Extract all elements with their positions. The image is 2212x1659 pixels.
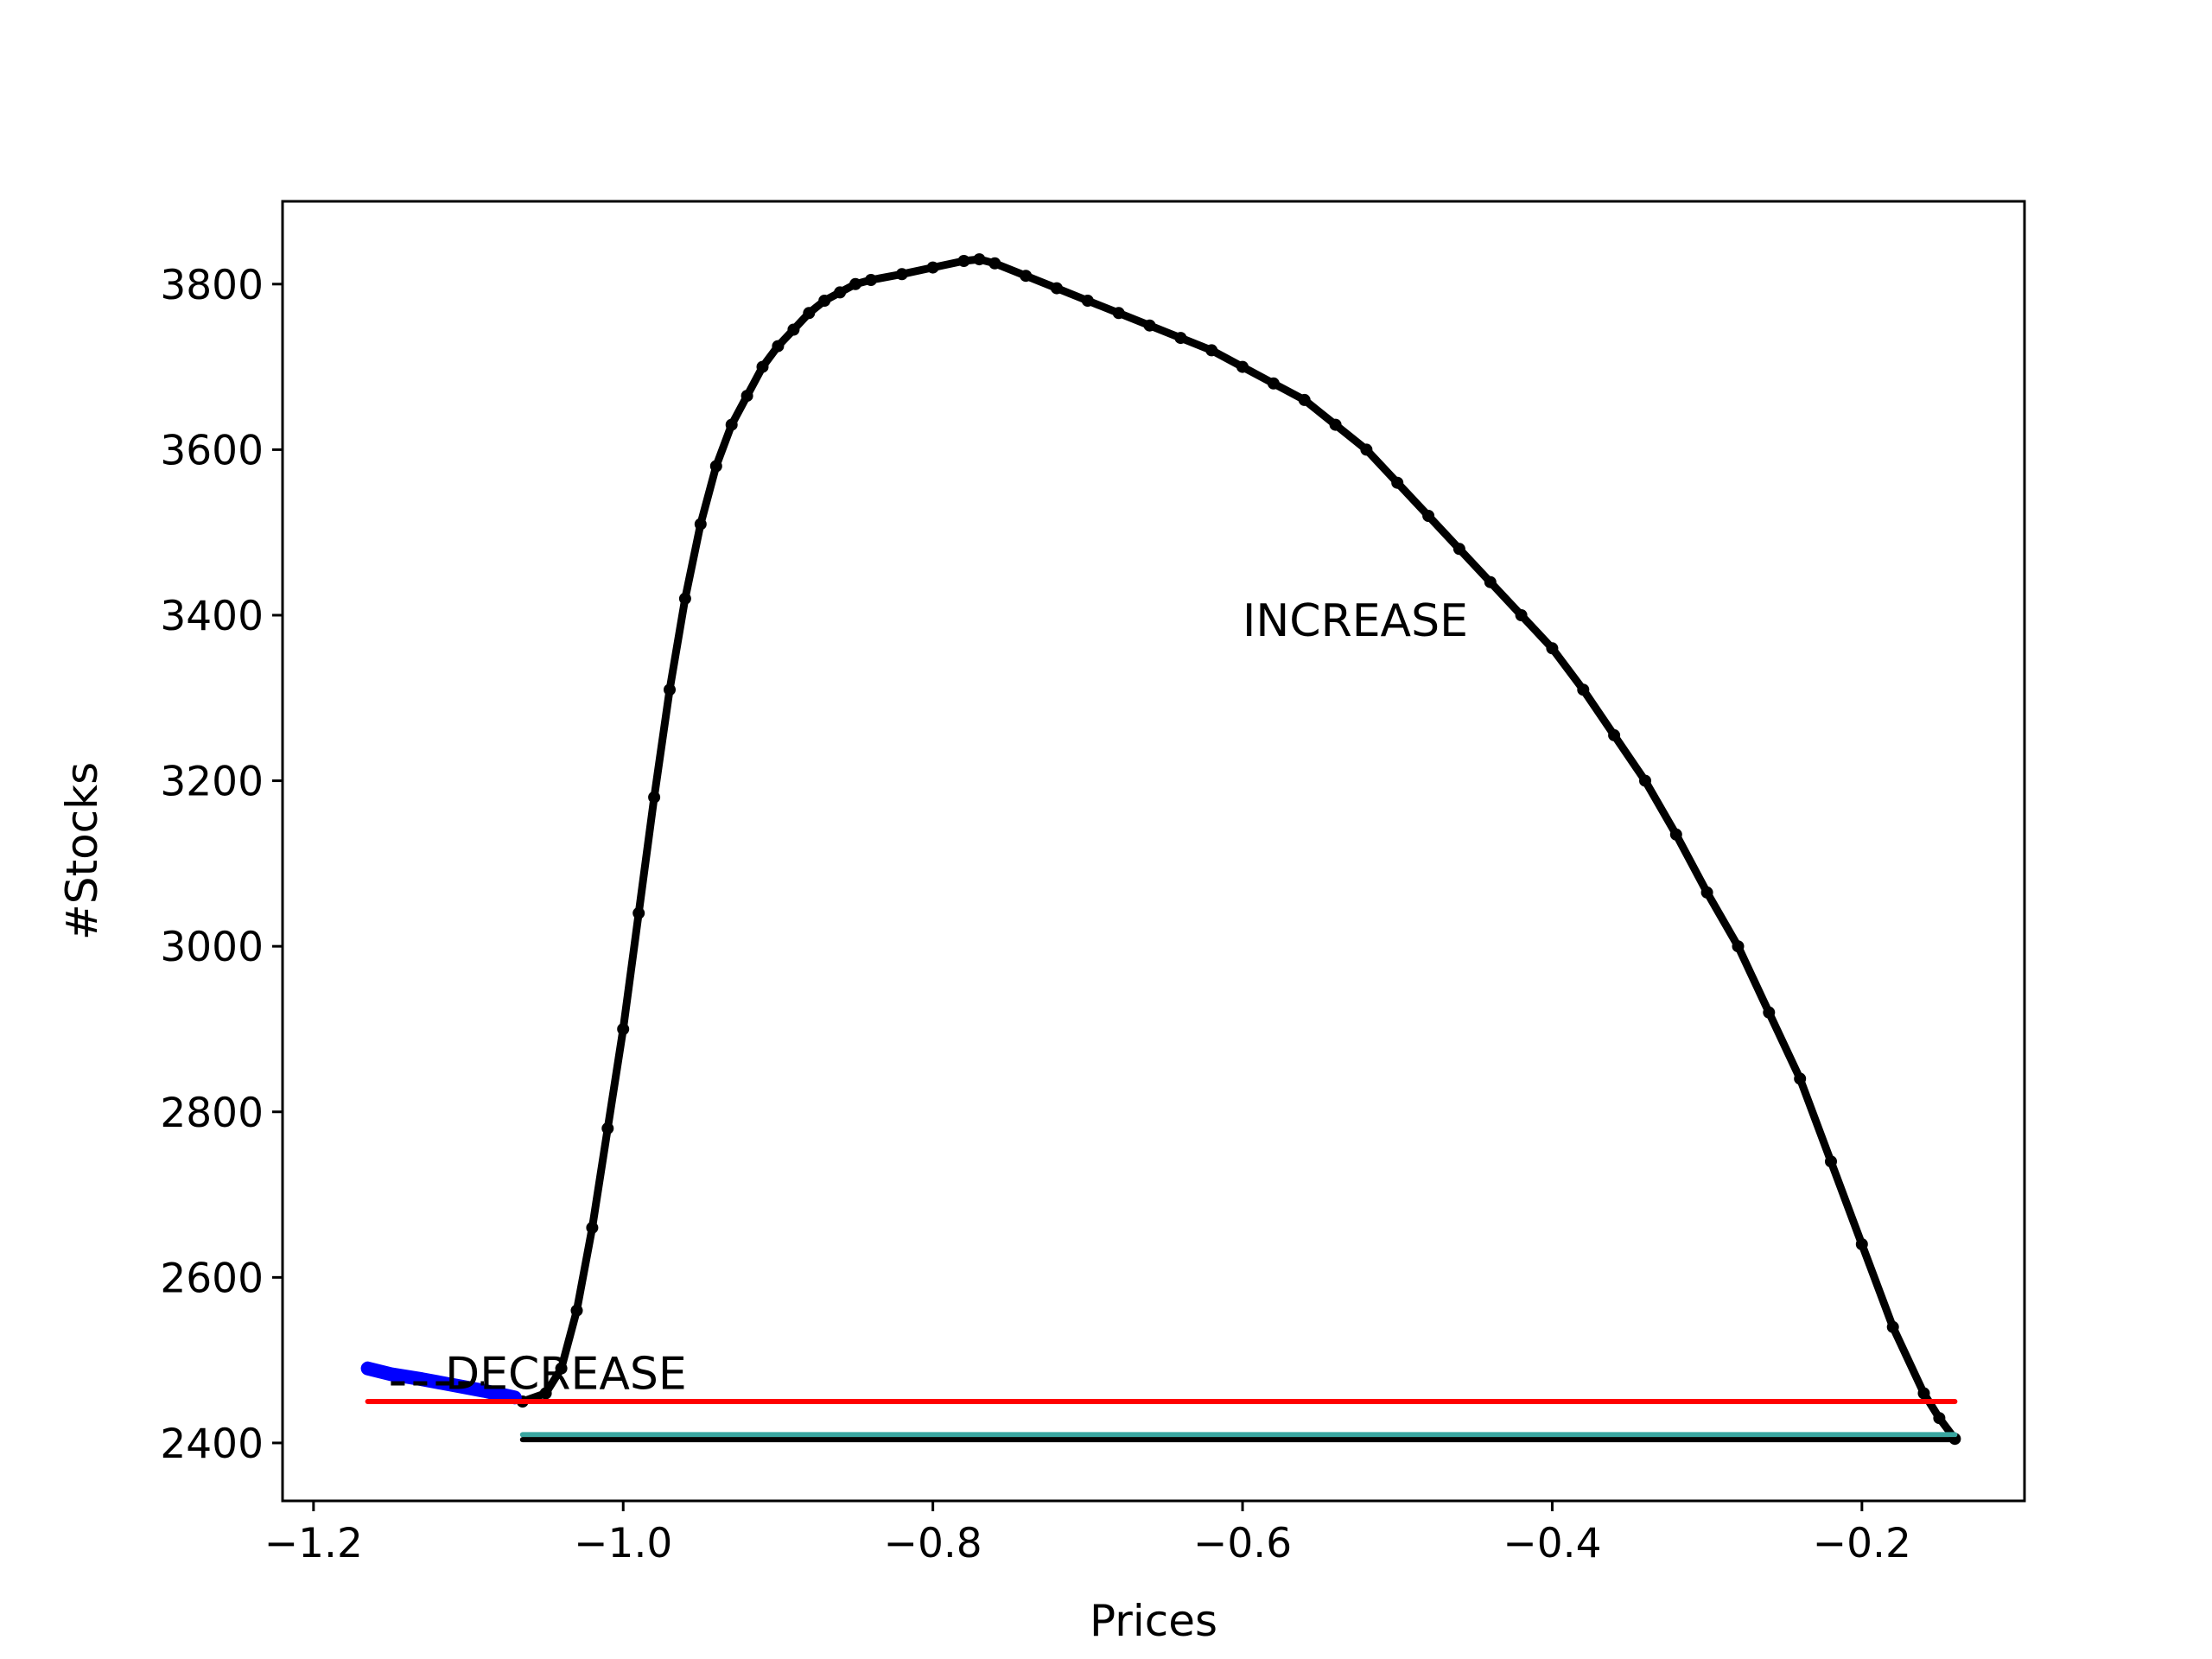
- series-0-point: [818, 295, 831, 307]
- series-0-point: [1205, 344, 1218, 357]
- series-0-point: [926, 261, 939, 274]
- series-0-point: [1639, 774, 1651, 787]
- series-0-point: [539, 1387, 552, 1400]
- series-0-point: [1360, 443, 1373, 456]
- y-tick-label: 2600: [160, 1255, 264, 1302]
- series-0-point: [1546, 642, 1559, 655]
- annotation-layer: INCREASE DECREASE: [445, 595, 1468, 1401]
- series-0-point: [1081, 295, 1094, 307]
- series-0-point: [555, 1362, 568, 1375]
- series-0-point: [648, 791, 661, 804]
- series-0-point: [617, 1023, 630, 1035]
- y-tick-label: 3400: [160, 593, 264, 640]
- series-0-point: [1391, 476, 1404, 489]
- series-0-point: [1422, 510, 1435, 522]
- series-0-point: [1732, 940, 1745, 953]
- series-0-point: [957, 255, 970, 267]
- series-0-point: [664, 683, 676, 696]
- x-axis-label: Prices: [1090, 1596, 1217, 1646]
- series-0-point: [1484, 575, 1497, 588]
- series-0-point: [1917, 1387, 1930, 1400]
- series-0-point: [1112, 307, 1125, 320]
- series-0-point: [1933, 1412, 1946, 1425]
- series-0-point: [1794, 1072, 1807, 1085]
- series-0-point: [1515, 609, 1528, 621]
- y-tick-label: 3000: [160, 924, 264, 971]
- plot-area-frame: [281, 200, 2026, 1503]
- x-axis: −1.2 −1.0 −0.8 −0.6 −0.4 −0.2: [264, 1501, 1911, 1567]
- annotation-increase: INCREASE: [1243, 595, 1468, 647]
- series-0-point: [1886, 1320, 1899, 1333]
- y-axis-label: #Stocks: [57, 762, 107, 940]
- series-0-point: [1763, 1006, 1776, 1019]
- series-0-point: [1825, 1155, 1837, 1168]
- series-0-point: [756, 360, 769, 373]
- series-0-point: [1669, 828, 1682, 841]
- series-layer: [360, 253, 1961, 1446]
- series-0-point: [803, 307, 816, 320]
- series-0-point: [1855, 1238, 1868, 1250]
- series-0-point: [725, 418, 738, 431]
- series-0-point: [834, 286, 847, 299]
- series-0-point: [1329, 418, 1342, 431]
- x-tick-label: −1.2: [264, 1520, 363, 1567]
- series-0-point: [601, 1122, 614, 1135]
- series-0-point: [1143, 319, 1156, 332]
- series-0-point: [694, 518, 707, 531]
- series-0-point: [849, 277, 861, 290]
- series-0-point: [988, 257, 1001, 270]
- series-0-point: [772, 340, 785, 353]
- y-tick-label: 3800: [160, 262, 264, 309]
- series-0-point: [865, 274, 877, 286]
- y-tick-label: 3600: [160, 427, 264, 474]
- y-axis: 2400 2600 2800 3000 3200 3400 3600 3800: [160, 262, 283, 1468]
- series-0-point: [1051, 282, 1063, 295]
- series-0-point: [1608, 728, 1621, 741]
- y-tick-label: 2400: [160, 1421, 264, 1468]
- series-0-line: [518, 255, 1959, 1443]
- series-0-point: [632, 906, 645, 919]
- x-tick-label: −1.0: [574, 1520, 672, 1567]
- series-0-point: [586, 1221, 599, 1234]
- series-0-point: [1577, 683, 1590, 696]
- x-tick-label: −0.6: [1193, 1520, 1292, 1567]
- series-0-point: [709, 460, 722, 473]
- series-0-point: [787, 323, 800, 336]
- series-0-point: [1174, 332, 1187, 345]
- x-tick-label: −0.8: [884, 1520, 982, 1567]
- x-tick-label: −0.2: [1813, 1520, 1911, 1567]
- series-0-point: [1298, 393, 1311, 406]
- series-0-point: [1267, 377, 1280, 390]
- series-0-point: [1700, 886, 1713, 899]
- series-0-point: [1236, 360, 1249, 373]
- y-tick-label: 2800: [160, 1090, 264, 1137]
- series-0-point: [741, 390, 753, 403]
- series-0-point: [1020, 270, 1033, 283]
- x-tick-label: −0.4: [1503, 1520, 1601, 1567]
- y-tick-label: 3200: [160, 759, 264, 806]
- series-0-point: [678, 592, 691, 605]
- series-0-point: [570, 1304, 583, 1317]
- series-0-point: [895, 268, 908, 281]
- series-0-point: [1452, 543, 1465, 556]
- annotation-decrease: DECREASE: [445, 1349, 687, 1401]
- series-0-point: [973, 253, 986, 266]
